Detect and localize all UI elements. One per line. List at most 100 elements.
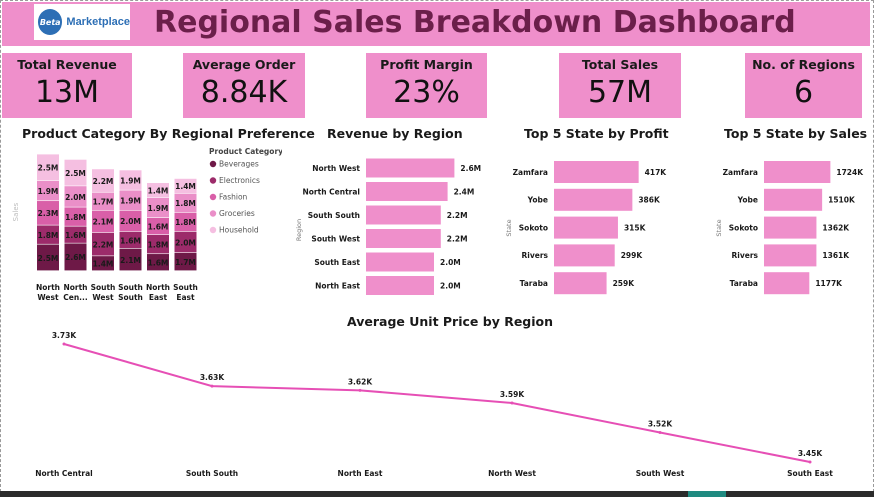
hbar	[554, 188, 633, 211]
logo: Beta Marketplace	[34, 4, 130, 40]
stacked-segment-label: 1.9M	[120, 197, 141, 206]
unit-price-line-chart[interactable]: 3.73K North Central 3.63K South South 3.62K N…	[0, 330, 874, 488]
legend-title: Product Category	[209, 147, 282, 156]
hbar-category-label: Taraba	[730, 279, 758, 288]
line-value-label: 3.59K	[500, 390, 526, 399]
stacked-segment-label: 1.9M	[38, 187, 59, 196]
stacked-segment-label: 2.6M	[65, 253, 86, 262]
taskbar-accent	[688, 491, 726, 497]
hbar-category-label: Zamfara	[513, 168, 548, 177]
hbar	[764, 188, 823, 211]
stacked-segment-label: 2.5M	[38, 164, 59, 173]
stacked-x-tick-label: Cen...	[63, 293, 88, 302]
bottom-taskbar	[0, 491, 874, 497]
stacked-segment-label: 2.2M	[93, 241, 114, 250]
hbar-value-label: 1724K	[836, 168, 864, 177]
stacked-bar-segment	[119, 170, 142, 190]
hbar	[366, 252, 434, 272]
legend-item-label: Groceries	[219, 209, 255, 218]
hbar-value-label: 1177K	[815, 279, 843, 288]
legend-item-label: Fashion	[219, 193, 248, 202]
stacked-segment-label: 2.2M	[93, 177, 114, 186]
hbar-category-label: Sokoto	[519, 223, 548, 232]
stacked-segment-label: 2.1M	[93, 218, 114, 227]
legend-swatch	[209, 210, 217, 217]
line-x-tick-label: North Central	[35, 469, 93, 478]
stacked-bar-segment	[147, 234, 169, 254]
hbar	[366, 276, 434, 295]
stacked-segment-label: 2.0M	[120, 217, 141, 226]
y-axis-label: State	[505, 219, 513, 236]
stacked-bar-segment	[37, 244, 59, 271]
hbar-value-label: 2.0M	[440, 258, 461, 267]
line-point	[210, 384, 214, 388]
line-x-tick-label: North East	[338, 469, 383, 478]
kpi-value: 57M	[587, 75, 653, 110]
line-point	[62, 342, 66, 346]
line-value-label: 3.73K	[52, 331, 78, 340]
line-x-tick-label: South East	[787, 469, 833, 478]
stacked-segment-label: 1.6M	[65, 231, 86, 240]
stacked-x-tick-label: North	[63, 283, 87, 292]
stacked-bar-segment	[147, 183, 169, 198]
stacked-x-tick-label: South	[118, 293, 143, 302]
profit-bar-chart[interactable]: State Zamfara 417K Yobe 386K Sokoto 315K Rivers…	[502, 152, 690, 300]
logo-text: Marketplace	[66, 16, 130, 28]
kpi-card-average-order[interactable]: Average Order 8.84K	[183, 53, 305, 118]
legend-item-label: Household	[219, 226, 259, 235]
line-value-label: 3.45K	[798, 449, 824, 458]
unit-price-line	[63, 343, 811, 463]
kpi-value: 23%	[393, 75, 460, 110]
stacked-x-tick-label: North	[146, 283, 170, 292]
sales-chart-title: Top 5 State by Sales	[724, 126, 868, 141]
stacked-segment-label: 1.4M	[93, 260, 114, 269]
kpi-value: 13M	[34, 75, 100, 110]
legend-swatch	[209, 160, 217, 168]
line-value-label: 3.62K	[348, 377, 374, 386]
hbar-category-label: South West	[311, 234, 360, 243]
legend-swatch	[209, 226, 217, 234]
stacked-x-tick-label: South	[173, 283, 198, 292]
hbar	[554, 161, 639, 183]
hbar-value-label: 2.2M	[447, 234, 468, 243]
hbar-value-label: 2.2M	[447, 211, 468, 220]
stacked-bar-segment	[37, 180, 59, 201]
stacked-x-tick-label: South	[91, 283, 116, 292]
hbar-category-label: North East	[315, 281, 360, 290]
hbar	[366, 205, 441, 225]
stacked-bar-segment	[119, 248, 142, 271]
stacked-segment-label: 1.6M	[148, 222, 169, 231]
hbar-value-label: 2.6M	[460, 164, 481, 173]
hbar-category-label: Rivers	[522, 251, 549, 260]
legend-item-label: Beverages	[219, 160, 259, 169]
revenue-bar-chart[interactable]: Region North West 2.6M North Central 2.4M Sou…	[292, 148, 498, 300]
hbar-value-label: 1510K	[828, 196, 856, 205]
stacked-bar-chart[interactable]: Sales2.5M1.8M2.3M1.9M2.5MNorthWest2.6M1.…	[10, 140, 282, 305]
line-x-tick-label: South West	[636, 469, 685, 478]
hbar-value-label: 259K	[613, 279, 636, 288]
stacked-x-tick-label: West	[92, 293, 114, 302]
stacked-bar-segment	[37, 225, 59, 244]
stacked-segment-label: 1.8M	[175, 218, 196, 227]
sales-bar-chart[interactable]: State Zamfara 1724K Yobe 1510K Sokoto 1362K Riv…	[712, 152, 872, 300]
hbar	[366, 229, 441, 248]
stacked-x-tick-label: South	[118, 283, 143, 292]
kpi-label: No. of Regions	[752, 57, 855, 72]
stacked-bar-segment	[64, 186, 87, 207]
stacked-segment-label: 2.3M	[38, 209, 59, 218]
kpi-card-total-sales[interactable]: Total Sales 57M	[559, 53, 681, 118]
kpi-label: Profit Margin	[380, 57, 473, 72]
hbar-value-label: 2.0M	[440, 281, 461, 290]
kpi-card-total-revenue[interactable]: Total Revenue 13M	[2, 53, 132, 118]
stacked-bar-segment	[92, 256, 114, 271]
kpi-card-profit-margin[interactable]: Profit Margin 23%	[366, 53, 487, 118]
hbar	[366, 158, 455, 178]
stacked-segment-label: 1.4M	[148, 186, 169, 195]
stacked-bar-segment	[92, 232, 114, 256]
kpi-card-no-of-regions[interactable]: No. of Regions 6	[745, 53, 862, 118]
stacked-bar-segment	[92, 210, 114, 233]
stacked-segment-label: 1.7M	[93, 198, 114, 207]
stacked-bar-segment	[174, 231, 197, 253]
hbar-value-label: 299K	[621, 251, 644, 260]
hbar	[764, 272, 810, 295]
